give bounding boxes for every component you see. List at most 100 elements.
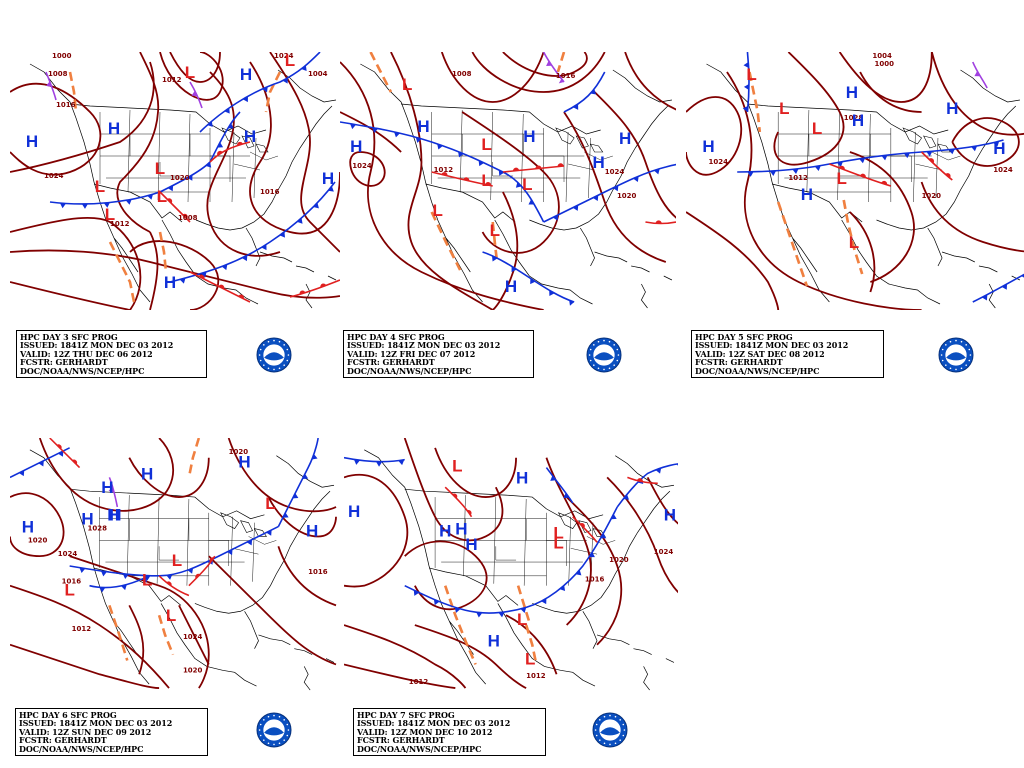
isobar-label: 1012 <box>162 76 182 84</box>
isobar-label: 1020 <box>170 174 190 182</box>
isobar-label: 1016 <box>585 576 605 584</box>
isobar-label: 1024 <box>274 52 294 60</box>
forecaster: FCSTR: GERHARDT <box>19 735 107 746</box>
agency-line: DOC/NOAA/NWS/NCEP/HPC <box>695 365 820 376</box>
high-pressure-center: H <box>465 535 477 554</box>
info-box-day5: HPC DAY 5 SFC PROG ISSUED: 1841Z MON DEC … <box>691 330 884 378</box>
high-pressure-center: H <box>417 117 429 136</box>
isobar-label: 1020 <box>229 448 249 456</box>
low-pressure-center: L <box>172 551 182 570</box>
isobar-label: 1024 <box>44 172 64 180</box>
isobar-label: 1016 <box>56 101 76 109</box>
agency-line: DOC/NOAA/NWS/NCEP/HPC <box>20 365 145 376</box>
isobar-label: 1004 <box>308 70 328 78</box>
low-pressure-center: L <box>525 649 535 668</box>
low-pressure-center: L <box>95 177 105 196</box>
low-pressure-center: L <box>433 201 443 220</box>
high-pressure-center: H <box>240 65 252 84</box>
issued-time: ISSUED: 1841Z MON DEC 03 2012 <box>19 718 173 729</box>
isobar-label: 1000 <box>52 52 72 60</box>
high-pressure-center: H <box>22 518 34 537</box>
isobar-label: 1016 <box>260 188 280 196</box>
valid-time: VALID: 12Z SUN DEC 09 2012 <box>19 726 152 737</box>
low-pressure-center: L <box>517 610 527 629</box>
issued-time: ISSUED: 1841Z MON DEC 03 2012 <box>695 340 849 351</box>
isobar-label: 1020 <box>183 666 203 674</box>
high-pressure-center: H <box>801 185 813 204</box>
isobar-label: 1012 <box>110 220 130 228</box>
isobar-label: 1024 <box>993 166 1013 174</box>
isobar-label: 1004 <box>872 52 892 60</box>
isobar-label: 1016 <box>62 578 82 586</box>
noaa-logo-icon <box>256 337 292 373</box>
info-box-day6: HPC DAY 6 SFC PROG ISSUED: 1841Z MON DEC … <box>15 708 208 756</box>
low-pressure-center: L <box>285 52 295 70</box>
info-box-day7: HPC DAY 7 SFC PROG ISSUED: 1841Z MON DEC … <box>353 708 546 756</box>
low-pressure-center: L <box>452 456 462 475</box>
issued-time: ISSUED: 1841Z MON DEC 03 2012 <box>20 340 174 351</box>
low-pressure-center: L <box>836 169 846 188</box>
high-pressure-center: H <box>350 137 362 156</box>
isobar-label: 1024 <box>605 168 625 176</box>
low-pressure-center: L <box>553 523 563 542</box>
isobar-label: 1020 <box>617 192 637 200</box>
map-day4: 1024 1024 1020 1012 1008 1016 H H H H H H L L L L L L <box>340 52 676 310</box>
geography <box>706 63 1021 309</box>
noaa-logo-icon <box>586 337 622 373</box>
low-pressure-center: L <box>779 99 789 118</box>
map-day5: 1004 1000 1024 1012 1028 1024 1020 H H H H H H L L L L L <box>686 52 1024 310</box>
low-pressure-center: L <box>155 159 165 178</box>
low-pressure-center: L <box>490 221 500 240</box>
high-pressure-center: H <box>505 277 517 296</box>
high-pressure-center: H <box>322 169 334 188</box>
high-pressure-center: H <box>592 153 604 172</box>
high-pressure-center: H <box>141 464 153 483</box>
high-pressure-center: H <box>306 521 318 540</box>
low-pressure-center: L <box>402 75 412 94</box>
high-pressure-center: H <box>488 632 500 651</box>
isobar-label: 1008 <box>452 70 472 78</box>
low-pressure-center: L <box>166 606 176 625</box>
info-box-day4: HPC DAY 4 SFC PROG ISSUED: 1841Z MON DEC … <box>343 330 534 378</box>
high-pressure-center: H <box>664 506 676 525</box>
issued-time: ISSUED: 1841Z MON DEC 03 2012 <box>347 340 501 351</box>
product-title: HPC DAY 5 SFC PROG <box>695 332 793 342</box>
isobar-label: 1024 <box>654 548 674 556</box>
isobar-label: 1016 <box>308 568 328 576</box>
isobars <box>10 438 337 689</box>
high-pressure-center: H <box>81 510 93 529</box>
forecaster: FCSTR: GERHARDT <box>20 357 108 368</box>
high-pressure-center: H <box>164 273 176 292</box>
isobar-label: 1012 <box>409 678 429 686</box>
low-pressure-center: L <box>64 581 74 600</box>
low-pressure-center: L <box>142 571 152 590</box>
map-day3: 1000 1008 1016 1024 1012 1024 1020 1016 1012 1008… <box>10 52 340 310</box>
noaa-logo-icon <box>938 337 974 373</box>
product-title: HPC DAY 6 SFC PROG <box>19 710 117 720</box>
product-title: HPC DAY 3 SFC PROG <box>20 332 118 342</box>
isobar-label: 1024 <box>58 550 78 558</box>
isobar-label: 1020 <box>609 556 629 564</box>
product-title: HPC DAY 4 SFC PROG <box>347 332 445 342</box>
valid-time: VALID: 12Z MON DEC 10 2012 <box>357 726 493 737</box>
low-pressure-center: L <box>481 171 491 190</box>
info-box-day3: HPC DAY 3 SFC PROG ISSUED: 1841Z MON DEC … <box>16 330 207 378</box>
isobar-label: 1020 <box>922 192 942 200</box>
isobar-label: 1012 <box>788 174 808 182</box>
valid-time: VALID: 12Z SAT DEC 08 2012 <box>695 348 825 359</box>
isobar-label: 1024 <box>352 162 372 170</box>
high-pressure-center: H <box>108 119 120 138</box>
high-pressure-center: H <box>439 521 451 540</box>
map-day7: 1020 1024 1016 1012 1012 H H H H H H H L L L L L <box>344 438 678 692</box>
geography <box>29 449 335 691</box>
low-pressure-center: L <box>849 233 859 252</box>
product-title: HPC DAY 7 SFC PROG <box>357 710 455 720</box>
high-pressure-center: H <box>846 83 858 102</box>
high-pressure-center: H <box>109 506 121 525</box>
noaa-logo-icon <box>592 712 628 748</box>
isobar-label: 1024 <box>183 633 203 641</box>
low-pressure-center: L <box>746 65 756 84</box>
isobars <box>344 438 678 689</box>
